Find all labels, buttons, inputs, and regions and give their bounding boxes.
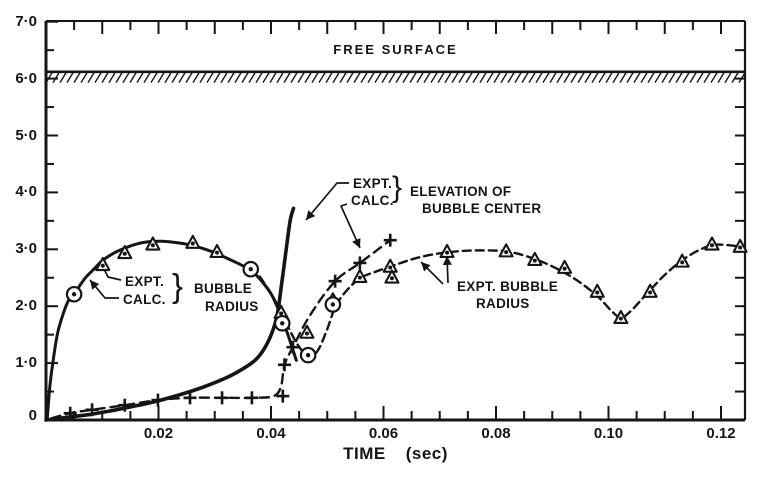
- axis-ticks: [46, 20, 745, 420]
- x-tick-label: 0.08: [481, 425, 511, 442]
- x-tick-label: 0.04: [256, 425, 286, 442]
- calc-elevation-line: [50, 239, 392, 420]
- x-axis-unit: (sec): [405, 444, 448, 463]
- legend-elev-brace: }: [392, 171, 403, 204]
- y-tick-label: 2·0: [15, 297, 37, 315]
- legend-elev-calc: CALC.: [351, 193, 394, 208]
- free-surface-hatch: [45, 72, 746, 83]
- legend-radius-calc: CALC.: [123, 292, 166, 307]
- x-tick-label: 0.12: [706, 425, 736, 442]
- y-tick-label: 4·0: [15, 183, 37, 201]
- leader-elev-calc: [340, 203, 361, 249]
- calc-bubble-radius-line: [45, 239, 298, 422]
- x-tick-label: 0.10: [593, 425, 624, 442]
- leader-expt-radius-a: [420, 261, 444, 285]
- y-tick-label: 6·0: [15, 69, 37, 87]
- y-tick-label: 0: [28, 407, 37, 424]
- x-tick-label: 0.02: [143, 425, 174, 442]
- legend-radius-brace: }: [172, 267, 184, 304]
- y-tick-label: 7·0: [15, 12, 37, 30]
- expt-bubble-radius-markers: [95, 234, 748, 339]
- legend-elev-expt: EXPT.: [353, 176, 393, 191]
- legend-radius-expt: EXPT.: [125, 274, 165, 289]
- leader-expt-radius-b: [442, 255, 452, 284]
- free-surface-label: FREE SURFACE: [333, 42, 458, 57]
- x-axis-title: TIME (sec): [46, 445, 745, 463]
- y-tick-label: 3·0: [15, 240, 37, 258]
- plot-frame: [44, 20, 747, 422]
- expt-elevation-line: [44, 206, 296, 422]
- leader-elev-expt: [305, 182, 349, 221]
- x-axis-title-text: TIME: [343, 444, 386, 463]
- legend-elev-label-1: ELEVATION OF: [410, 184, 512, 199]
- y-tick-label: 5·0: [15, 126, 37, 144]
- legend-radius-label-2: RADIUS: [205, 299, 259, 314]
- legend-expt-radius-1: EXPT. BUBBLE: [457, 279, 559, 294]
- leader-radius-expt: [103, 268, 122, 281]
- expt-bubble-radius-circles-markers: [65, 260, 342, 364]
- leader-radius-calc: [89, 279, 119, 299]
- y-tick-label: 1·0: [15, 354, 37, 372]
- x-tick-label: 0.06: [368, 425, 399, 442]
- legend-elev-label-2: BUBBLE CENTER: [422, 201, 542, 216]
- calc-elevation-markers: [63, 233, 397, 420]
- legend-radius-label-1: BUBBLE: [194, 281, 253, 296]
- legend-expt-radius-2: RADIUS: [476, 296, 530, 311]
